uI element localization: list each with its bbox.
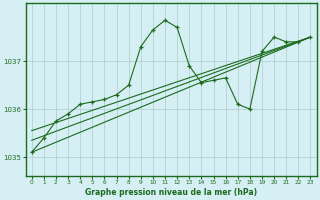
- X-axis label: Graphe pression niveau de la mer (hPa): Graphe pression niveau de la mer (hPa): [85, 188, 257, 197]
